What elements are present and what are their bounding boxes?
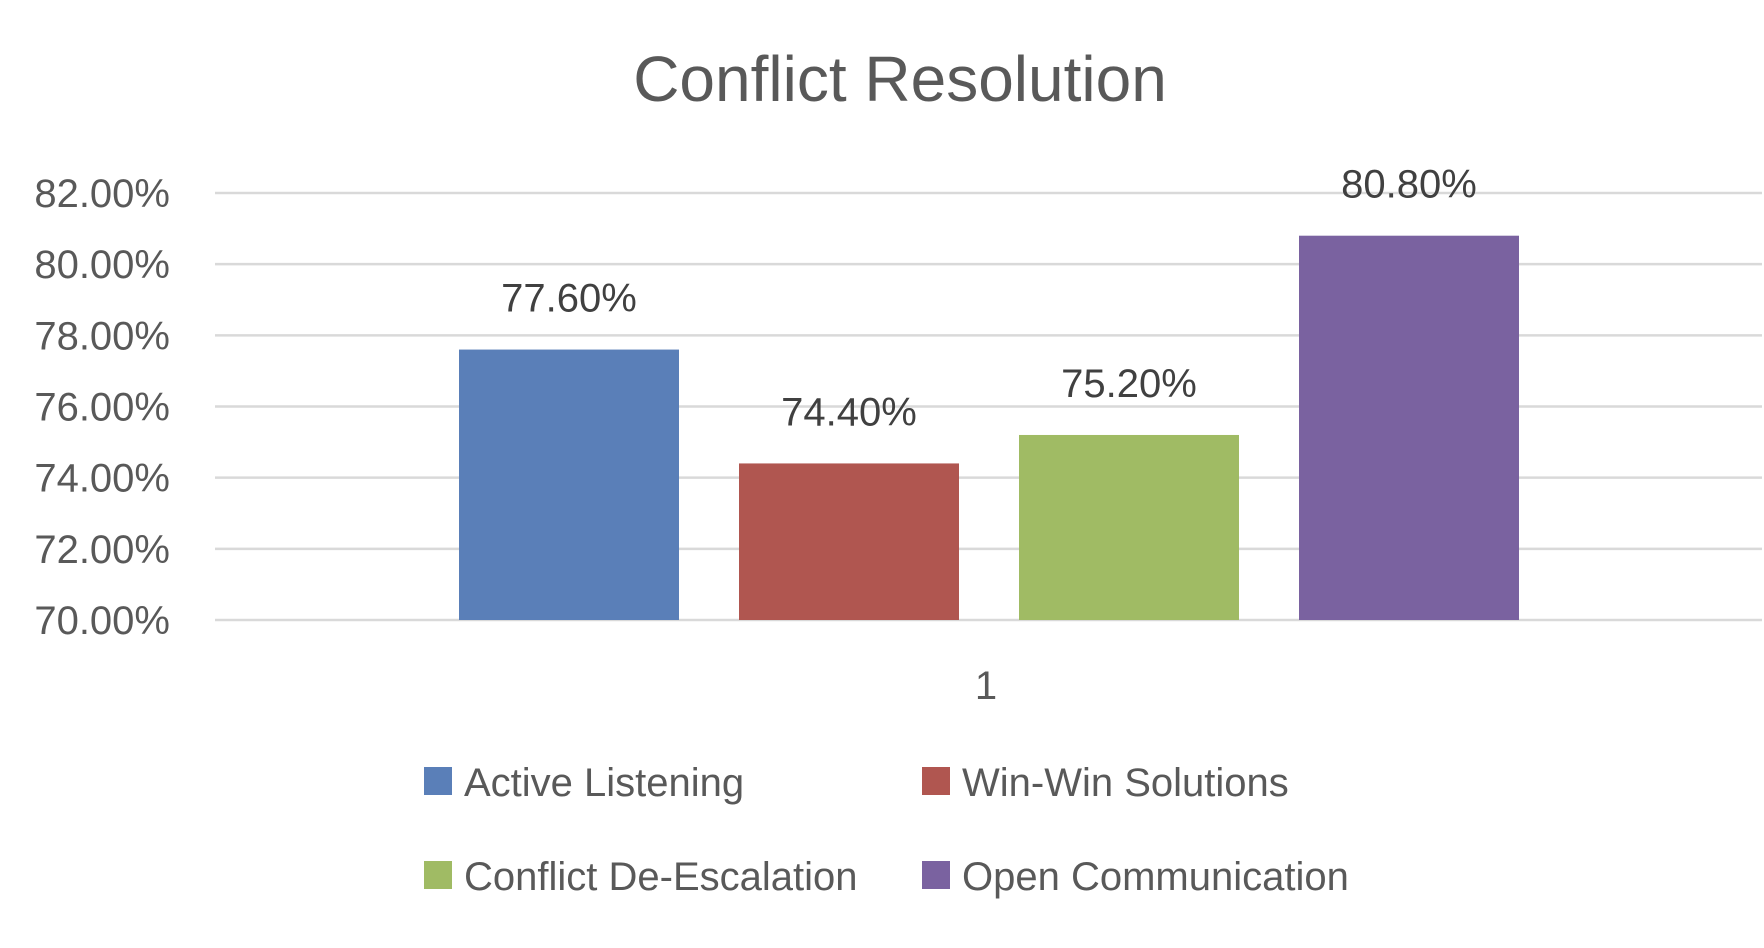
data-label-2: 75.20%	[1061, 362, 1197, 406]
legend-label-0: Active Listening	[464, 761, 744, 805]
bar-open-communication	[1299, 236, 1519, 620]
legend-swatch-3	[922, 861, 950, 889]
legend-label-1: Win-Win Solutions	[962, 761, 1289, 805]
legend-swatch-0	[424, 767, 452, 795]
bar-active-listening	[459, 350, 679, 620]
chart-title: Conflict Resolution	[633, 43, 1167, 115]
y-tick-label-6: 82.00%	[34, 172, 170, 216]
y-tick-label-0: 70.00%	[34, 599, 170, 643]
legend-swatch-2	[424, 861, 452, 889]
legend-swatch-1	[922, 767, 950, 795]
y-axis-ticks: 70.00% 72.00% 74.00% 76.00% 78.00% 80.00% 82.0…	[34, 172, 170, 643]
legend: Active Listening Win-Win Solutions Conflic…	[424, 761, 1349, 899]
y-tick-label-3: 76.00%	[34, 386, 170, 430]
legend-label-2: Conflict De-Escalation	[464, 855, 858, 899]
y-tick-label-1: 72.00%	[34, 528, 170, 572]
legend-item-2: Conflict De-Escalation	[424, 855, 858, 899]
y-tick-label-2: 74.00%	[34, 457, 170, 501]
legend-item-0: Active Listening	[424, 761, 744, 805]
gridlines	[215, 193, 1762, 620]
x-tick-label: 1	[975, 664, 997, 708]
y-tick-label-5: 80.00%	[34, 243, 170, 287]
data-label-1: 74.40%	[781, 390, 917, 434]
data-label-3: 80.80%	[1341, 163, 1477, 207]
bar-conflict-de-escalation	[1019, 435, 1239, 620]
data-label-0: 77.60%	[501, 277, 637, 321]
legend-item-1: Win-Win Solutions	[922, 761, 1289, 805]
legend-label-3: Open Communication	[962, 855, 1349, 899]
legend-item-3: Open Communication	[922, 855, 1349, 899]
y-tick-label-4: 78.00%	[34, 314, 170, 358]
bar-win-win-solutions	[739, 463, 959, 620]
